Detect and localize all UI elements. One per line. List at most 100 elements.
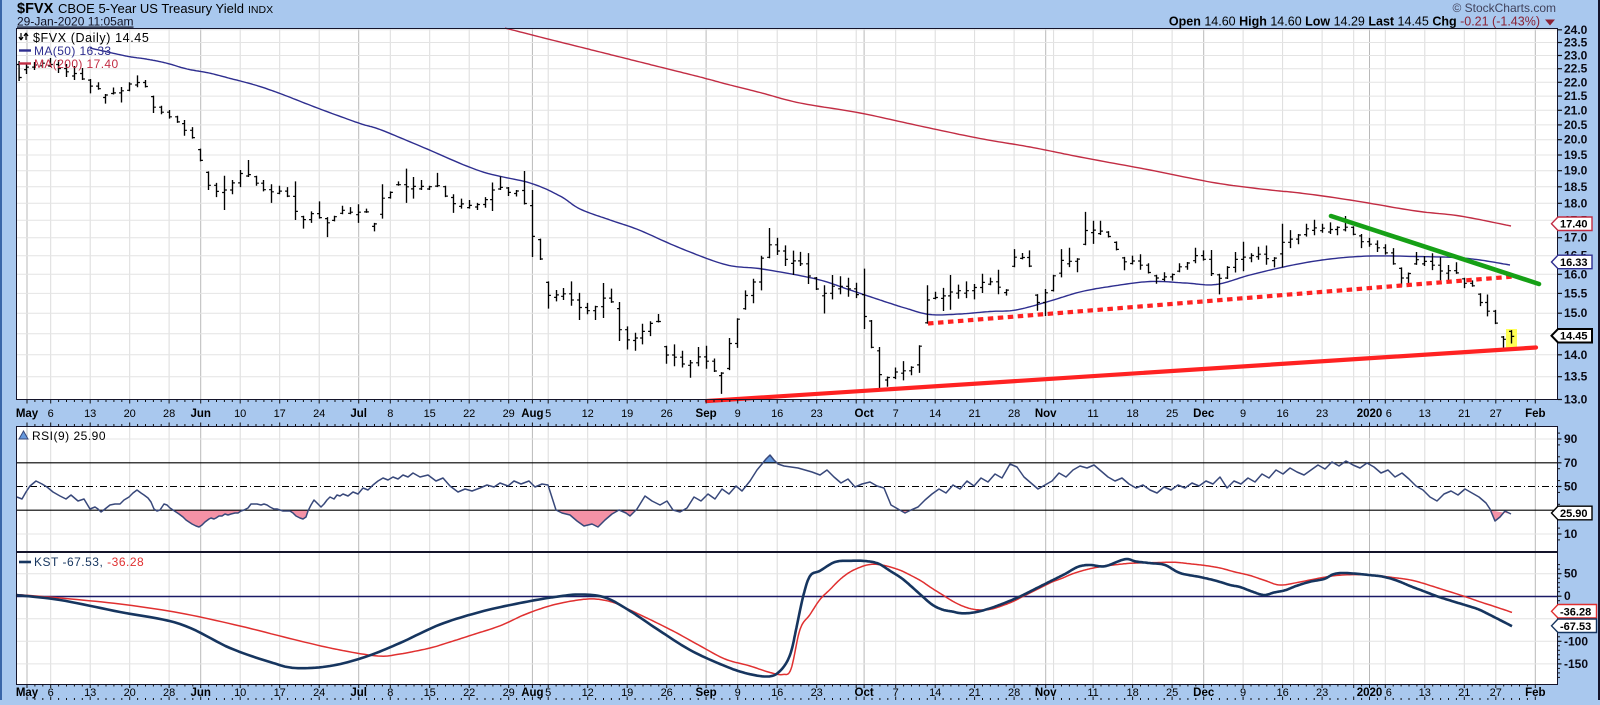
- svg-text:18.0: 18.0: [1564, 196, 1588, 210]
- svg-text:15.5: 15.5: [1564, 286, 1588, 300]
- svg-text:-36.28: -36.28: [1560, 606, 1591, 618]
- svg-text:15.0: 15.0: [1564, 306, 1588, 320]
- svg-text:20: 20: [124, 687, 136, 699]
- svg-text:20.0: 20.0: [1564, 133, 1588, 147]
- svg-text:20.5: 20.5: [1564, 118, 1588, 132]
- svg-text:INDX: INDX: [248, 4, 273, 16]
- svg-text:2020: 2020: [1357, 687, 1383, 699]
- svg-text:28: 28: [163, 408, 175, 420]
- svg-text:27: 27: [1490, 408, 1502, 420]
- svg-text:14.45: 14.45: [1560, 331, 1588, 343]
- svg-text:21.5: 21.5: [1564, 89, 1588, 103]
- svg-text:24.0: 24.0: [1564, 23, 1588, 37]
- svg-text:13: 13: [1419, 408, 1431, 420]
- svg-text:6: 6: [48, 687, 54, 699]
- svg-text:10: 10: [1564, 527, 1578, 541]
- svg-text:$FVX: $FVX: [17, 1, 54, 17]
- svg-text:16: 16: [1276, 687, 1288, 699]
- svg-text:Sep: Sep: [696, 687, 717, 699]
- svg-text:May: May: [16, 408, 39, 420]
- svg-text:7: 7: [893, 687, 899, 699]
- svg-text:16: 16: [1276, 408, 1288, 420]
- svg-text:12: 12: [582, 408, 594, 420]
- svg-text:27: 27: [1490, 687, 1502, 699]
- svg-text:23: 23: [1316, 687, 1328, 699]
- svg-text:28: 28: [1008, 408, 1020, 420]
- svg-text:23.0: 23.0: [1564, 49, 1588, 63]
- svg-text:Open 14.60 High 14.60 Low 14.2: Open 14.60 High 14.60 Low 14.29 Last 14.…: [1169, 15, 1540, 29]
- svg-text:17.40: 17.40: [1560, 219, 1588, 231]
- svg-text:10: 10: [234, 687, 246, 699]
- svg-text:5: 5: [545, 687, 551, 699]
- svg-text:16: 16: [771, 408, 783, 420]
- svg-text:19: 19: [621, 408, 633, 420]
- svg-text:Oct: Oct: [855, 408, 874, 420]
- svg-text:9: 9: [1240, 687, 1246, 699]
- svg-text:9: 9: [1240, 408, 1246, 420]
- svg-text:22: 22: [463, 408, 475, 420]
- svg-text:21: 21: [1458, 687, 1470, 699]
- svg-text:17: 17: [274, 687, 286, 699]
- svg-text:11: 11: [1087, 687, 1098, 699]
- svg-text:21: 21: [1458, 408, 1470, 420]
- svg-text:25.90: 25.90: [1560, 508, 1588, 520]
- svg-text:16.33: 16.33: [1560, 257, 1588, 269]
- svg-text:-150: -150: [1564, 657, 1588, 671]
- svg-text:28: 28: [163, 687, 175, 699]
- svg-text:16.0: 16.0: [1564, 267, 1588, 281]
- svg-text:MA(200) 17.40: MA(200) 17.40: [34, 57, 119, 71]
- svg-text:11: 11: [1087, 408, 1098, 420]
- svg-text:CBOE 5-Year US Treasury Yield: CBOE 5-Year US Treasury Yield: [58, 1, 244, 16]
- svg-text:Jun: Jun: [190, 408, 210, 420]
- svg-text:May: May: [16, 687, 39, 699]
- svg-text:26: 26: [661, 687, 673, 699]
- svg-text:Aug: Aug: [521, 408, 543, 420]
- svg-text:12: 12: [582, 687, 594, 699]
- svg-text:14: 14: [929, 687, 941, 699]
- svg-text:22: 22: [463, 687, 475, 699]
- svg-text:29: 29: [503, 408, 515, 420]
- svg-text:21: 21: [968, 408, 980, 420]
- svg-text:15: 15: [424, 408, 436, 420]
- svg-text:21: 21: [968, 687, 980, 699]
- svg-text:Dec: Dec: [1193, 687, 1215, 699]
- svg-text:25: 25: [1166, 408, 1178, 420]
- svg-text:29-Jan-2020 11:05am: 29-Jan-2020 11:05am: [17, 15, 134, 29]
- svg-text:6: 6: [48, 408, 54, 420]
- svg-text:10: 10: [234, 408, 246, 420]
- svg-text:13.5: 13.5: [1564, 370, 1588, 384]
- svg-text:22.5: 22.5: [1564, 62, 1588, 76]
- svg-text:24: 24: [313, 408, 325, 420]
- svg-text:18: 18: [1126, 408, 1138, 420]
- svg-text:7: 7: [893, 408, 899, 420]
- svg-text:Aug: Aug: [521, 687, 543, 699]
- svg-text:18: 18: [1126, 687, 1138, 699]
- svg-text:Jul: Jul: [350, 408, 367, 420]
- svg-text:-100: -100: [1564, 634, 1588, 648]
- svg-text:16: 16: [771, 687, 783, 699]
- svg-text:19.0: 19.0: [1564, 164, 1588, 178]
- svg-text:2020: 2020: [1357, 408, 1383, 420]
- svg-text:20: 20: [124, 408, 136, 420]
- svg-text:70: 70: [1564, 456, 1578, 470]
- svg-text:6: 6: [1386, 408, 1392, 420]
- svg-text:Dec: Dec: [1193, 408, 1215, 420]
- svg-text:Nov: Nov: [1035, 687, 1057, 699]
- svg-text:9: 9: [735, 687, 741, 699]
- svg-text:© StockCharts.com: © StockCharts.com: [1452, 1, 1556, 15]
- svg-text:50: 50: [1564, 567, 1578, 581]
- svg-text:9: 9: [735, 408, 741, 420]
- svg-text:Feb: Feb: [1525, 408, 1545, 420]
- svg-text:23: 23: [811, 687, 823, 699]
- svg-text:18.5: 18.5: [1564, 180, 1588, 194]
- svg-text:13.0: 13.0: [1564, 393, 1588, 407]
- svg-text:Oct: Oct: [855, 687, 874, 699]
- svg-text:17: 17: [274, 408, 286, 420]
- svg-text:-67.53: -67.53: [1560, 621, 1591, 633]
- svg-text:28: 28: [1008, 687, 1020, 699]
- svg-text:17.0: 17.0: [1564, 231, 1588, 245]
- svg-text:Jul: Jul: [350, 687, 367, 699]
- svg-text:14.0: 14.0: [1564, 348, 1588, 362]
- svg-text:21.0: 21.0: [1564, 103, 1588, 117]
- svg-text:14: 14: [929, 408, 941, 420]
